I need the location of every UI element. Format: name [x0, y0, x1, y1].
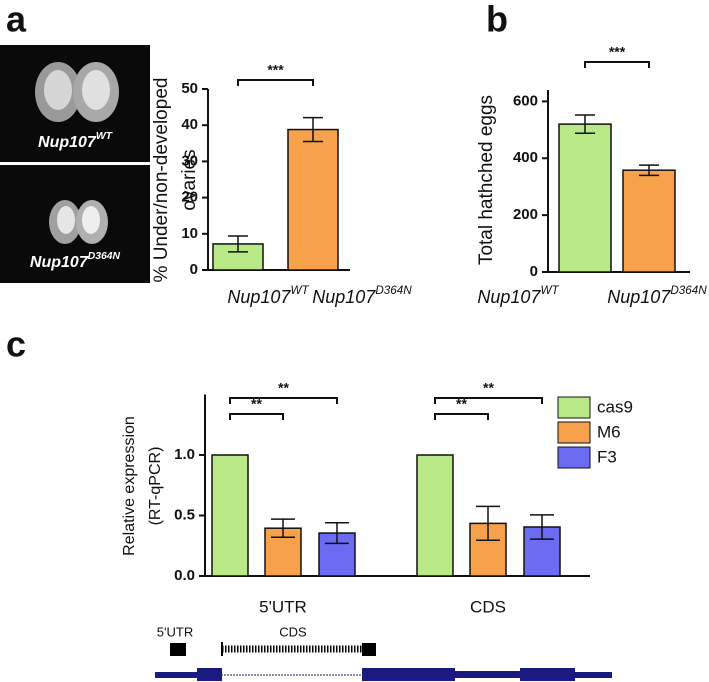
label-superscript: D364N: [375, 284, 412, 297]
x-tick-label: Nup107WT: [227, 284, 309, 307]
label-base: Nup107: [30, 254, 89, 271]
y-tick-label: 50: [181, 80, 198, 97]
image-label: Nup107WT: [38, 131, 114, 151]
panel-letter: a: [6, 0, 27, 40]
label-base: Nup107: [38, 134, 97, 151]
legend-label: M6: [597, 422, 621, 441]
x-tick-label: Nup107D364N: [312, 284, 412, 307]
label-base: Nup107: [607, 287, 671, 307]
ovary: [82, 70, 110, 110]
exon-utr: [575, 672, 612, 678]
bar: [211, 454, 249, 577]
utr-label: 5'UTR: [157, 624, 193, 639]
label-superscript: WT: [540, 284, 559, 297]
y-tick-label: 0.5: [174, 506, 195, 523]
bar: [287, 128, 339, 271]
significance-bracket: [229, 397, 338, 404]
exon-utr: [155, 672, 197, 678]
significance-bracket: [237, 79, 314, 86]
y-tick-label: 600: [513, 92, 538, 109]
x-tick-label: Nup107D364N: [607, 284, 707, 307]
cds-label: CDS: [279, 624, 307, 639]
error-bar: [575, 114, 595, 134]
label-superscript: D364N: [88, 251, 121, 262]
y-tick-label: 20: [181, 189, 198, 206]
exon: [197, 668, 222, 681]
y-tick-label: 0: [190, 261, 198, 278]
label-superscript: D364N: [670, 284, 707, 297]
significance-label: ***: [609, 44, 626, 60]
y-tick-label: 0.0: [174, 567, 195, 584]
exon-utr: [455, 671, 520, 678]
error-bar: [639, 164, 659, 177]
bar: [416, 454, 454, 577]
significance-bracket: [434, 413, 489, 420]
image-label: Nup107D364N: [30, 251, 121, 271]
y-tick-label: 30: [181, 152, 198, 169]
significance-label: **: [251, 396, 262, 412]
exon: [520, 668, 575, 681]
label-superscript: WT: [290, 284, 309, 297]
ovary: [44, 70, 72, 110]
error-bar: [303, 116, 323, 143]
legend-swatch: [557, 421, 591, 444]
y-tick-label: 0: [530, 263, 538, 280]
significance-bracket: [584, 61, 650, 68]
y-tick-label: 400: [513, 149, 538, 166]
y-axis-label: % Under/non-developed: [151, 78, 172, 283]
y-tick-label: 200: [513, 206, 538, 223]
ovary: [57, 206, 75, 234]
ovary-images: [0, 45, 150, 283]
significance-label: ***: [267, 62, 284, 78]
legend-label: F3: [597, 447, 617, 466]
y-axis-label: (RT-qPCR): [147, 447, 164, 526]
significance-label: **: [456, 396, 467, 412]
bar: [558, 123, 612, 273]
error-bar: [530, 514, 554, 540]
x-tick-label: 5'UTR: [259, 597, 307, 616]
exon: [362, 668, 455, 681]
x-tick-label: Nup107WT: [477, 284, 559, 307]
panel-letter: b: [486, 0, 508, 40]
panel-letter: c: [6, 324, 26, 365]
significance-bracket: [434, 397, 543, 404]
significance-label: **: [278, 380, 289, 396]
y-tick-label: 10: [181, 225, 198, 242]
label-base: Nup107: [312, 287, 376, 307]
y-axis-label: Relative expression: [121, 416, 138, 556]
legend-swatch: [557, 446, 591, 469]
label-base: Nup107: [477, 287, 541, 307]
significance-bracket: [229, 413, 284, 420]
y-axis-label: Total hathched eggs: [476, 95, 497, 265]
error-bar: [325, 522, 349, 545]
legend-label: cas9: [597, 397, 633, 416]
y-tick-label: 40: [181, 116, 198, 133]
label-superscript: WT: [96, 131, 114, 142]
x-tick-label: CDS: [470, 597, 506, 616]
gene-diagram: 5'UTR CDS: [155, 624, 612, 681]
error-bar: [228, 235, 248, 253]
y-tick-label: 1.0: [174, 446, 195, 463]
y-axis-label: ovaries: [179, 149, 200, 210]
bar: [622, 169, 676, 273]
significance-label: **: [483, 380, 494, 396]
ovary: [82, 206, 100, 234]
cds-end: [362, 643, 376, 656]
error-bar: [476, 505, 500, 542]
label-base: Nup107: [227, 287, 291, 307]
legend-swatch: [557, 396, 591, 419]
utr-box: [170, 643, 186, 656]
error-bar: [271, 518, 295, 539]
